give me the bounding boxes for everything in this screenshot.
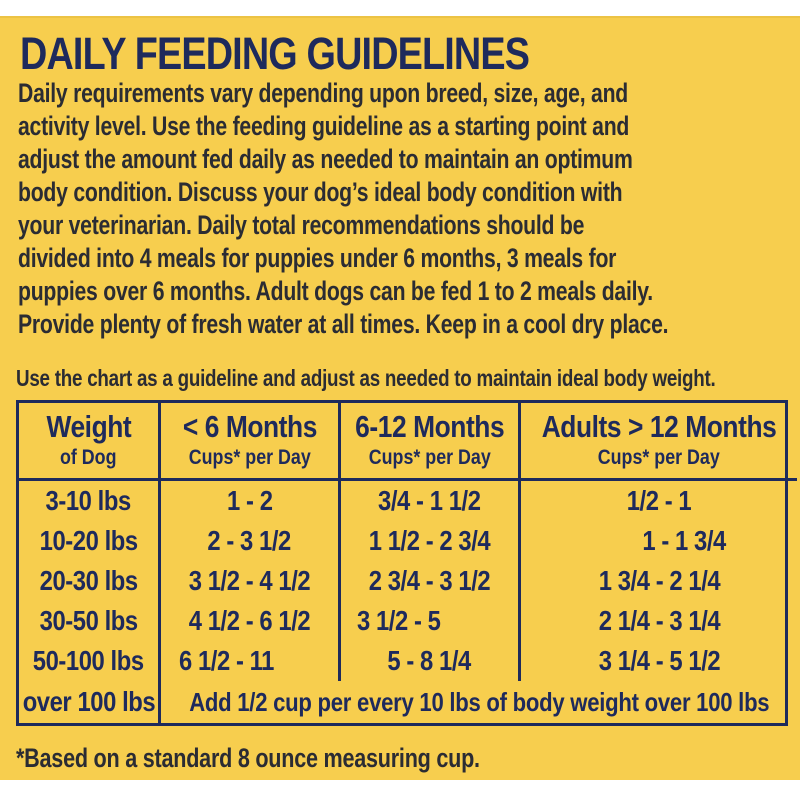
cell-adults: 1 3/4 - 2 1/4 — [518, 561, 797, 601]
cell-under-6-months: 1 - 2 — [158, 481, 338, 521]
cell-weight: 3-10 lbs — [45, 485, 132, 516]
cell-under-6-months: 3 1/2 - 4 1/2 — [158, 561, 338, 601]
header-6-12-months: 6-12 Months Cups* per Day — [338, 403, 518, 481]
header-weight-subtitle: of Dog — [60, 445, 117, 469]
intro-paragraph: Daily requirements vary depending upon b… — [18, 78, 669, 339]
cell-weight: 30-50 lbs — [39, 605, 138, 636]
cell-weight: 10-20 lbs — [39, 525, 138, 556]
cell-over-100-note: Add 1/2 cup per every 10 lbs of body wei… — [158, 681, 797, 723]
header-adults-subtitle: Cups* per Day — [598, 445, 721, 469]
header-weight: Weight of Dog — [19, 403, 158, 481]
header-weight-title: Weight — [46, 409, 131, 445]
feeding-guidelines-panel: DAILY FEEDING GUIDELINES Daily requireme… — [0, 16, 800, 780]
cell-under-6-months: 6 1/2 - 11 — [158, 641, 338, 681]
chart-guideline-note: Use the chart as a guideline and adjust … — [16, 365, 716, 391]
header-under-6-title: < 6 Months — [182, 409, 317, 445]
feeding-table: Weight of Dog < 6 Months Cups* per Day 6… — [16, 400, 798, 726]
cell-6-12-months: 5 - 8 1/4 — [338, 641, 518, 681]
header-adults: Adults > 12 Months Cups* per Day — [518, 403, 798, 481]
cell-weight: 20-30 lbs — [39, 565, 138, 596]
cell-weight-over-100: over 100 lbs — [22, 686, 155, 717]
cell-adults: 3 1/4 - 5 1/2 — [518, 641, 797, 681]
header-6-12-title: 6-12 Months — [354, 409, 505, 445]
cell-6-12-months: 3/4 - 1 1/2 — [338, 481, 518, 521]
header-adults-title: Adults > 12 Months — [541, 409, 777, 445]
header-under-6-subtitle: Cups* per Day — [188, 445, 311, 469]
cell-under-6-months: 4 1/2 - 6 1/2 — [158, 601, 338, 641]
header-6-12-subtitle: Cups* per Day — [368, 445, 491, 469]
page-title: DAILY FEEDING GUIDELINES — [20, 28, 530, 79]
cell-6-12-months: 1 1/2 - 2 3/4 — [338, 521, 518, 561]
cell-adults: 1/2 - 1 — [518, 481, 797, 521]
cell-6-12-months: 3 1/2 - 5 — [338, 601, 518, 641]
cell-weight: 50-100 lbs — [33, 645, 144, 676]
cell-6-12-months: 2 3/4 - 3 1/2 — [338, 561, 518, 601]
measuring-cup-footnote: *Based on a standard 8 ounce measuring c… — [16, 743, 480, 773]
header-under-6-months: < 6 Months Cups* per Day — [158, 403, 338, 481]
cell-adults: 2 1/4 - 3 1/4 — [518, 601, 797, 641]
cell-under-6-months: 2 - 3 1/2 — [158, 521, 338, 561]
cell-adults: 1 - 1 3/4 — [518, 521, 797, 561]
